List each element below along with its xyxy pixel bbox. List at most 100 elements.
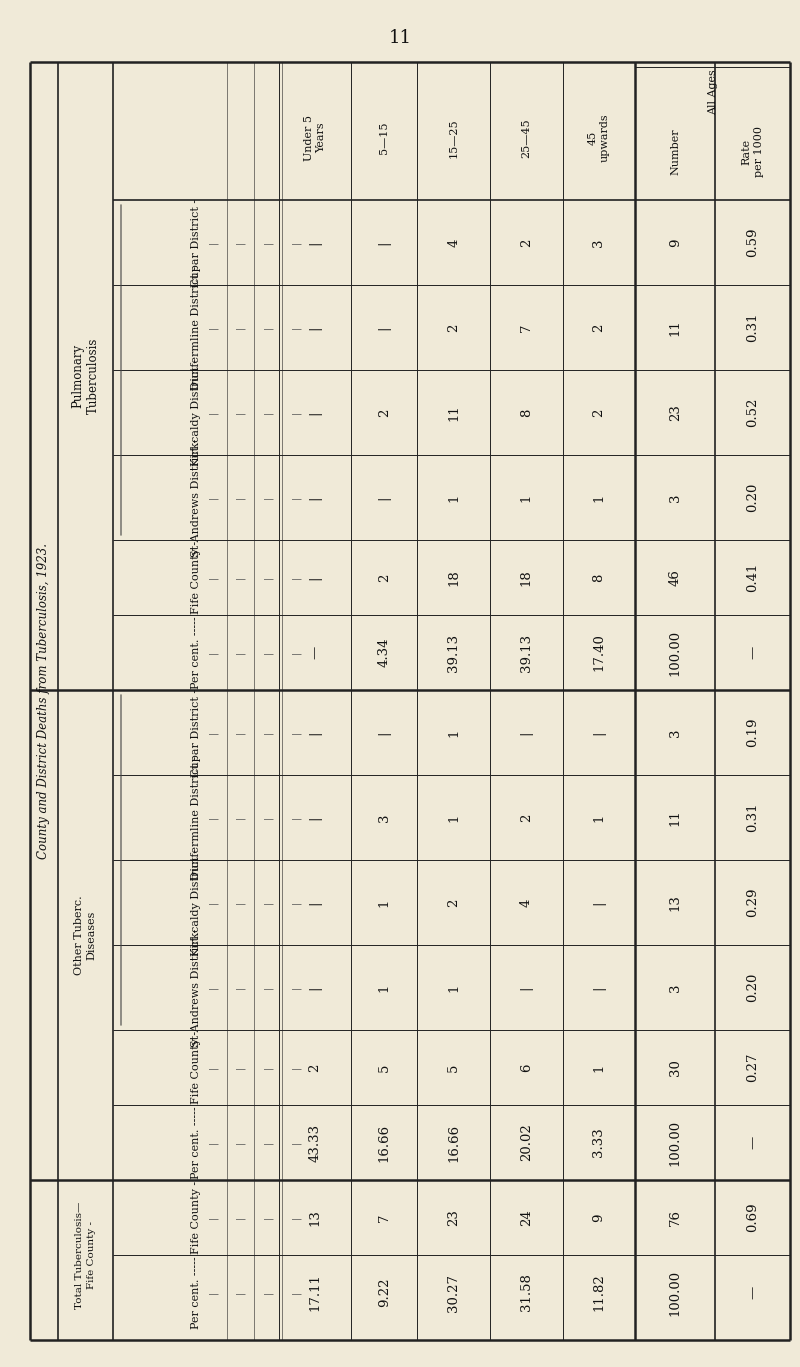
Text: |: | [263,1066,273,1069]
Text: |: | [308,241,322,245]
Text: 3: 3 [669,983,682,991]
Text: 4: 4 [447,238,460,246]
Text: |: | [291,651,300,655]
Text: 0.52: 0.52 [746,398,759,427]
Text: |: | [291,576,300,580]
Text: |: | [236,1215,245,1219]
Text: 24: 24 [520,1210,533,1226]
Text: |: | [308,495,322,500]
Text: 0.27: 0.27 [746,1053,759,1083]
Text: 5: 5 [447,1064,460,1072]
Text: |: | [592,986,606,990]
Text: |: | [308,576,322,580]
Text: |: | [291,901,300,904]
Text: 1: 1 [447,493,460,502]
Text: 39.13: 39.13 [447,633,460,671]
Text: 2: 2 [378,409,390,417]
Text: 25—45: 25—45 [522,118,531,157]
Text: |: | [236,901,245,904]
Text: —: — [746,645,759,659]
Text: Cupar District -: Cupar District - [190,198,201,287]
Text: 30: 30 [669,1059,682,1076]
Text: |: | [263,241,273,245]
Text: 23: 23 [669,405,682,421]
Text: 11.82: 11.82 [592,1274,606,1311]
Text: 1: 1 [447,983,460,991]
Text: 1: 1 [447,729,460,737]
Text: Pulmonary
Tuberculosis: Pulmonary Tuberculosis [71,338,100,414]
Text: |: | [291,241,300,245]
Text: 46: 46 [669,569,682,586]
Text: 7: 7 [520,323,533,332]
Text: 9: 9 [592,1214,606,1222]
Text: |: | [208,1290,218,1295]
Text: |: | [308,410,322,414]
Text: |: | [291,1066,300,1069]
Text: —: — [308,645,322,659]
Text: |: | [291,496,300,499]
Text: 4.34: 4.34 [378,638,390,667]
Text: 1: 1 [447,813,460,822]
Text: Other Tuberc.
Diseases: Other Tuberc. Diseases [74,895,97,975]
Text: 39.13: 39.13 [520,633,533,671]
Text: Kirkcaldy District -: Kirkcaldy District - [190,849,201,956]
Text: |: | [308,815,322,820]
Text: |: | [263,986,273,990]
Text: |: | [308,730,322,734]
Text: |: | [520,730,533,734]
Text: 4: 4 [520,898,533,906]
Text: 1: 1 [592,493,606,502]
Text: 100.00: 100.00 [669,1120,682,1166]
Text: Fife County -: Fife County - [190,541,201,614]
Text: |: | [208,241,218,245]
Text: 43.33: 43.33 [308,1124,322,1162]
Text: Per cent. -----: Per cent. ----- [190,617,201,689]
Text: 11: 11 [389,29,411,46]
Text: |: | [291,1215,300,1219]
Text: 3.33: 3.33 [592,1128,606,1158]
Text: 0.29: 0.29 [746,887,759,917]
Text: 16.66: 16.66 [378,1124,390,1162]
Text: |: | [592,730,606,734]
Text: |: | [208,496,218,499]
Text: 0.19: 0.19 [746,718,759,748]
Text: 3: 3 [669,493,682,502]
Text: —: — [746,1286,759,1299]
Text: 11: 11 [669,319,682,336]
Text: |: | [236,325,245,329]
Text: |: | [378,241,390,245]
Text: 0.69: 0.69 [746,1203,759,1232]
Text: 0.59: 0.59 [746,228,759,257]
Text: Cupar District -: Cupar District - [190,689,201,776]
Text: |: | [263,325,273,329]
Text: |: | [592,901,606,905]
Text: |: | [236,576,245,580]
Text: |: | [263,731,273,734]
Text: 15—25: 15—25 [449,118,458,157]
Text: |: | [208,901,218,904]
Text: 3: 3 [592,238,606,247]
Text: All Ages: All Ages [707,70,718,115]
Text: 20.02: 20.02 [520,1124,533,1162]
Text: |: | [308,901,322,905]
Text: —: — [746,1136,759,1150]
Text: 17.11: 17.11 [308,1274,322,1311]
Text: |: | [520,986,533,990]
Text: 3: 3 [669,729,682,737]
Text: |: | [263,651,273,655]
Text: |: | [263,901,273,904]
Text: 0.41: 0.41 [746,563,759,592]
Text: |: | [208,986,218,990]
Text: 1: 1 [378,898,390,906]
Text: 0.31: 0.31 [746,802,759,833]
Text: St Andrews District -: St Andrews District - [190,439,201,556]
Text: 5—15: 5—15 [379,122,390,154]
Text: |: | [291,986,300,990]
Text: |: | [308,986,322,990]
Text: 0.20: 0.20 [746,973,759,1002]
Text: |: | [208,411,218,414]
Text: |: | [208,651,218,655]
Text: |: | [236,986,245,990]
Text: 1: 1 [592,813,606,822]
Text: |: | [236,1066,245,1069]
